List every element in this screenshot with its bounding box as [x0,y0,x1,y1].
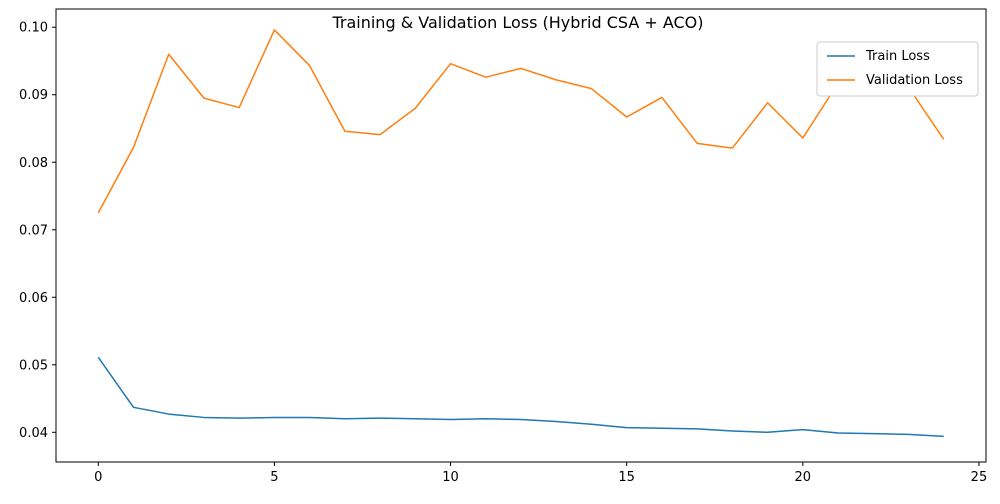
plot-frame [55,8,987,463]
x-tick-label: 0 [94,470,102,485]
x-axis-ticks: 0 5 10 15 20 25 [94,462,987,485]
y-tick-label: 0.05 [19,358,48,373]
x-tick-label: 15 [618,470,635,485]
y-tick-label: 0.09 [19,88,48,103]
y-tick-label: 0.06 [19,291,48,306]
legend: Train Loss Validation Loss [816,41,979,97]
x-tick-label: 20 [795,470,812,485]
x-tick-label: 5 [270,470,278,485]
legend-label-validation-loss: Validation Loss [866,73,963,88]
legend-box [816,41,979,97]
series-line-train-loss [97,356,944,438]
legend-label-train-loss: Train Loss [865,49,930,64]
x-tick-label: 25 [971,470,988,485]
series-layer [97,29,945,438]
y-axis-ticks: 0.04 0.05 0.06 0.07 0.08 0.09 0.10 [19,21,56,441]
y-tick-label: 0.04 [19,426,48,441]
series-line-validation-loss [97,29,945,214]
y-tick-label: 0.07 [19,223,48,238]
chart-title: Training & Validation Loss (Hybrid CSA +… [331,13,703,32]
y-tick-label: 0.10 [19,21,48,36]
y-tick-label: 0.08 [19,156,48,171]
x-tick-label: 10 [442,470,459,485]
